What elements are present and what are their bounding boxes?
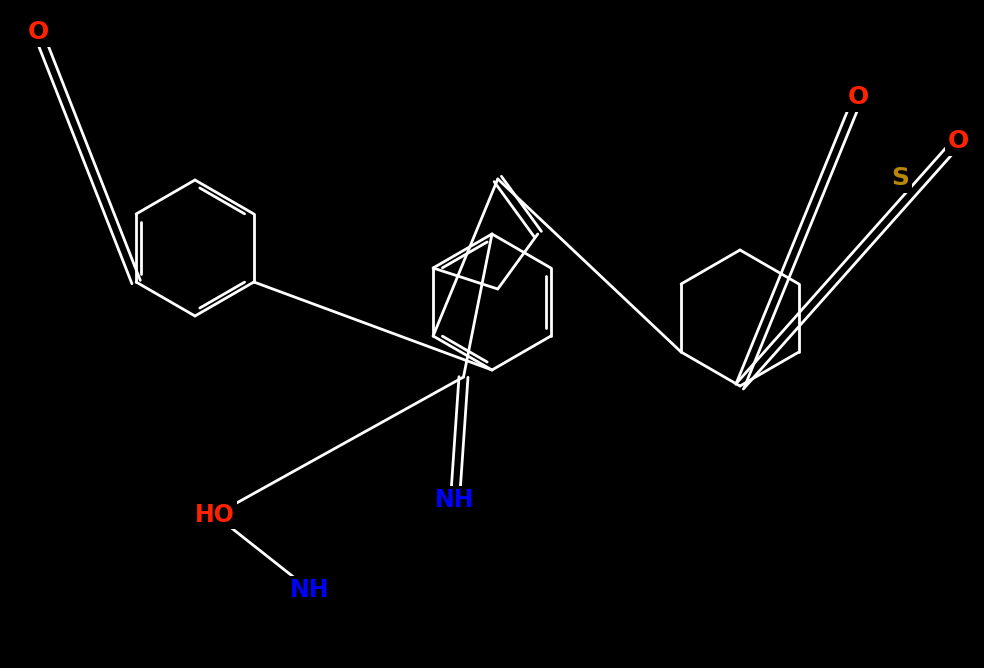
Text: NH: NH	[290, 578, 330, 602]
Text: HO: HO	[195, 503, 235, 527]
Text: O: O	[28, 20, 48, 44]
Text: O: O	[847, 85, 869, 109]
Text: NH: NH	[435, 488, 474, 512]
Text: O: O	[948, 129, 968, 153]
Text: S: S	[891, 166, 909, 190]
